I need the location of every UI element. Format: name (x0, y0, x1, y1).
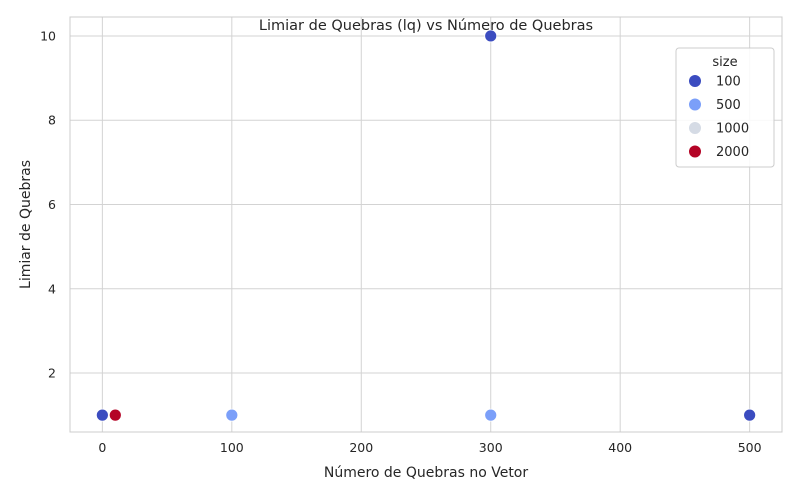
chart-title: Limiar de Quebras (lq) vs Número de Queb… (259, 18, 593, 34)
legend-label: 1000 (716, 122, 749, 137)
legend-marker (689, 122, 701, 134)
tick-labels: 0 100 200 300 400 500 2 4 6 8 10 (40, 28, 762, 455)
legend-entries: 100 500 1000 2000 (689, 75, 749, 160)
y-axis-label: Limiar de Quebras (18, 160, 34, 289)
legend-label: 100 (716, 75, 741, 90)
y-tick-label: 8 (48, 113, 56, 128)
data-point (484, 408, 498, 422)
data-point (108, 408, 122, 422)
legend: size 100 500 1000 2000 (675, 47, 775, 168)
legend-label: 2000 (716, 145, 749, 160)
x-tick-label: 500 (738, 440, 762, 455)
legend-title: size (712, 55, 737, 70)
plot-frame (69, 16, 783, 433)
data-point (743, 408, 757, 422)
x-tick-label: 0 (98, 440, 106, 455)
legend-marker (689, 98, 701, 111)
legend-marker (689, 75, 701, 87)
x-tick-label: 100 (220, 440, 244, 455)
data-point (484, 29, 498, 43)
data-point (95, 408, 109, 422)
y-tick-label: 10 (40, 28, 56, 43)
x-axis-label: Número de Quebras no Vetor (324, 465, 529, 481)
data-points (95, 29, 757, 422)
x-tick-label: 400 (608, 440, 632, 455)
y-tick-label: 2 (48, 366, 56, 381)
grid-lines (70, 17, 782, 432)
x-tick-label: 200 (349, 440, 373, 455)
x-tick-label: 300 (479, 440, 503, 455)
y-tick-label: 6 (48, 197, 56, 212)
data-point (225, 408, 239, 422)
legend-marker (689, 145, 701, 158)
y-tick-label: 4 (48, 281, 56, 296)
legend-label: 500 (716, 98, 741, 113)
legend-box (675, 47, 775, 168)
